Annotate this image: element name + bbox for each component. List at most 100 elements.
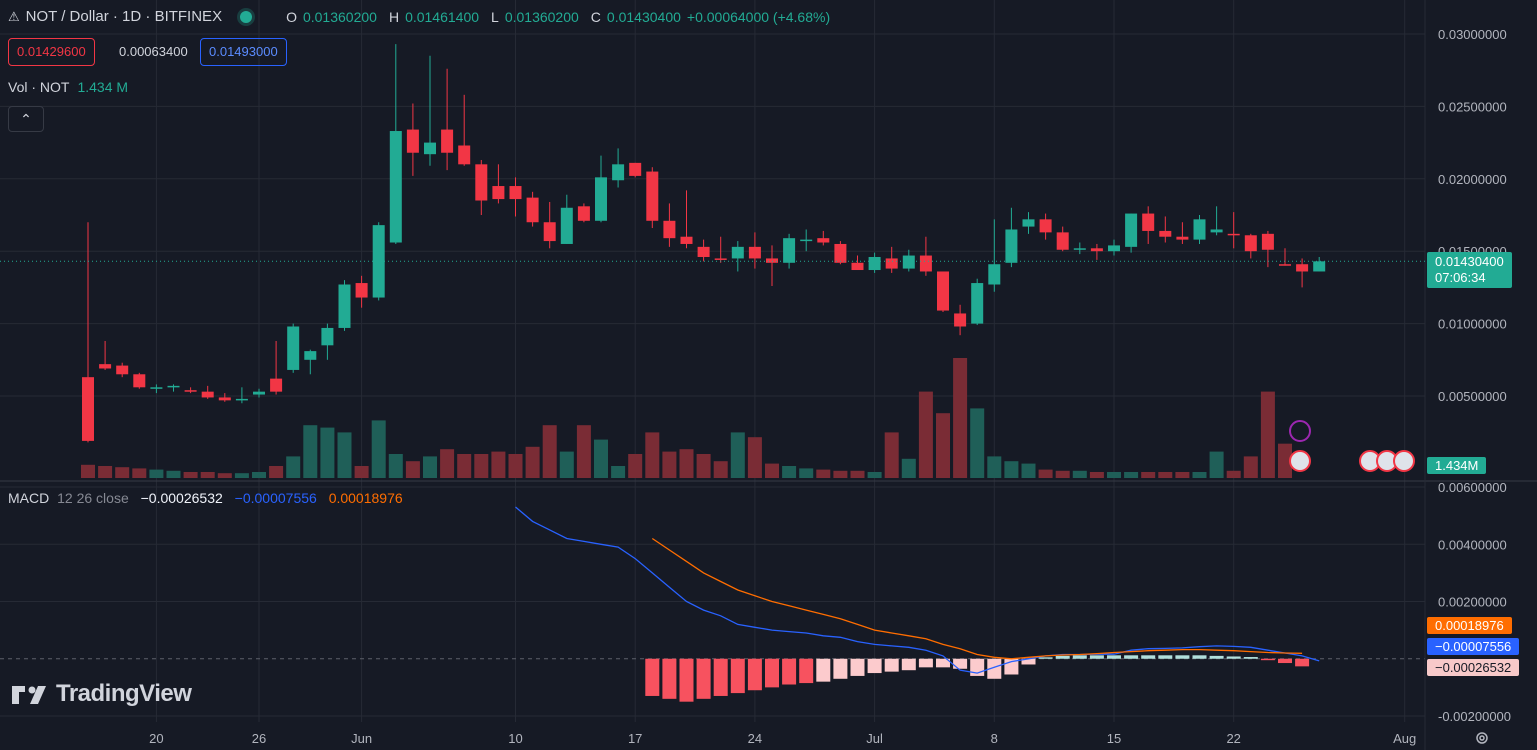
macd-histogram-bar <box>953 658 968 669</box>
volume-bar <box>1038 469 1053 478</box>
candle-body <box>1244 235 1257 252</box>
time-axis-label: 15 <box>1107 731 1121 746</box>
volume-bar <box>1209 451 1224 478</box>
us-flag-event-icon <box>1393 450 1415 472</box>
macd-signal-value: 0.00018976 <box>328 490 403 506</box>
volume-bar <box>628 454 643 478</box>
last-price-value: 0.01430400 <box>1435 254 1504 269</box>
macd-line-value: −0.00007556 <box>234 490 317 506</box>
volume-bar <box>1175 472 1190 478</box>
volume-bar <box>730 432 745 478</box>
volume-bar <box>337 432 352 478</box>
volume-bar <box>1089 472 1104 478</box>
candle-body <box>954 313 967 327</box>
close-label: C <box>590 8 601 25</box>
candle-body <box>612 164 625 181</box>
volume-bar <box>166 470 181 478</box>
volume-bar <box>747 437 762 478</box>
macd-histogram-bar <box>936 658 950 668</box>
candle-body <box>338 284 351 328</box>
volume-bar <box>576 425 591 478</box>
candle-body <box>800 239 813 242</box>
macd-histogram-bar <box>1158 655 1173 659</box>
last-price-tag: 0.01430400 07:06:34 <box>1427 252 1512 288</box>
candle-body <box>1227 233 1240 236</box>
time-axis-label: Aug <box>1393 731 1416 746</box>
time-axis-label: Jun <box>351 731 372 746</box>
volume-bar <box>936 413 950 478</box>
volume-bar <box>679 449 694 478</box>
volume-bar <box>423 456 437 478</box>
macd-label: MACD <box>8 490 50 506</box>
macd-histogram-bar <box>816 658 831 682</box>
macd-hist-value: −0.00026532 <box>140 490 223 506</box>
volume-bar <box>354 466 369 478</box>
candle-body <box>834 243 847 263</box>
candle-body <box>629 162 642 176</box>
volume-bar <box>765 463 779 478</box>
tradingview-logo-icon <box>12 686 46 704</box>
volume-bar <box>457 454 472 478</box>
warning-icon: ⚠ <box>8 8 20 24</box>
chevron-up-icon: ⌃ <box>20 110 32 127</box>
volume-bar <box>234 473 249 478</box>
tradingview-logo-text: TradingView <box>56 680 192 707</box>
volume-bar <box>1243 456 1258 478</box>
macd-line <box>515 506 1320 674</box>
candle-body <box>1005 229 1018 263</box>
macd-histogram-bar <box>850 658 865 676</box>
candle-body <box>150 387 163 389</box>
symbol-title[interactable]: NOT / Dollar · 1D · BITFINEX <box>25 8 223 25</box>
macd-tag: −0.00007556 <box>1427 638 1520 655</box>
volume-bar <box>1072 470 1087 478</box>
candle-body <box>1056 232 1069 250</box>
time-axis-label: Jul <box>866 731 883 746</box>
candle-body <box>355 283 368 298</box>
macd-histogram-bar <box>1278 658 1292 664</box>
macd-histogram-bar <box>679 658 694 702</box>
candle-body <box>919 255 932 272</box>
volume-bar <box>884 432 899 478</box>
open-label: O <box>286 8 297 25</box>
time-axis-label: 22 <box>1226 731 1240 746</box>
candle-body <box>167 385 180 388</box>
candle-body <box>424 142 436 155</box>
macd-histogram-bar <box>799 658 814 684</box>
candle-body <box>321 327 334 346</box>
macd-histogram-bar <box>645 658 660 696</box>
candle-body <box>560 207 573 244</box>
macd-histogram-bar <box>1124 655 1139 659</box>
candle-body <box>1022 219 1035 227</box>
event-lightning-icon <box>1289 420 1311 442</box>
volume-label: Vol · NOT <box>8 79 70 95</box>
market-status-icon[interactable] <box>240 10 253 23</box>
volume-bar <box>713 461 728 478</box>
volume-bar <box>901 458 916 478</box>
volume-bar <box>132 468 147 478</box>
collapse-legend-button[interactable]: ⌃ <box>8 106 44 132</box>
macd-histogram-bar <box>730 658 745 694</box>
volume-bar <box>1107 472 1121 478</box>
macd-histogram-bar <box>884 658 899 672</box>
volume-bar <box>918 391 933 478</box>
macd-axis-label: 0.00400000 <box>1438 537 1507 552</box>
candle-body <box>1159 230 1172 237</box>
volume-bar <box>525 446 540 478</box>
macd-histogram-bar <box>662 658 677 699</box>
volume-bar <box>98 466 113 478</box>
ask-price[interactable]: 0.01493000 <box>200 38 287 66</box>
volume-bar <box>183 472 198 478</box>
volume-bar <box>1124 472 1139 478</box>
tradingview-logo[interactable]: TradingView <box>10 680 192 708</box>
time-axis-label: 10 <box>508 731 522 746</box>
macd-histogram-bar <box>713 658 728 696</box>
volume-bar <box>1158 472 1173 478</box>
volume-bar <box>1004 461 1019 478</box>
bid-price[interactable]: 0.01429600 <box>8 38 95 66</box>
high-value: 0.01461400 <box>405 8 480 25</box>
volume-bar <box>953 358 968 478</box>
volume-bar <box>1192 472 1207 478</box>
candle-body <box>783 238 796 263</box>
settings-gear-icon[interactable] <box>1474 730 1490 746</box>
